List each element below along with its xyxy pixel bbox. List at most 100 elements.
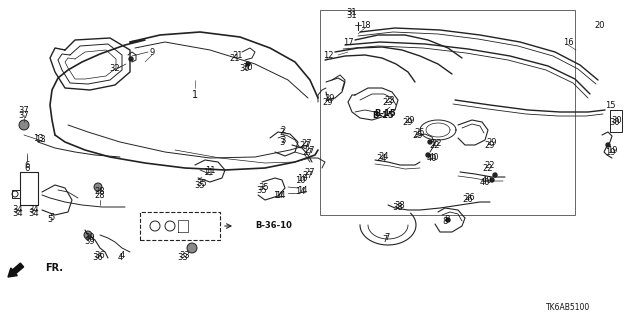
- Text: 29: 29: [484, 140, 495, 149]
- Text: 37: 37: [19, 110, 29, 119]
- Text: FR.: FR.: [45, 263, 63, 273]
- Text: 22: 22: [432, 139, 442, 148]
- Text: 26: 26: [463, 196, 474, 204]
- Circle shape: [493, 173, 497, 177]
- Text: 34: 34: [13, 205, 23, 214]
- Text: 14: 14: [295, 188, 305, 196]
- Text: 11: 11: [203, 167, 213, 177]
- Circle shape: [19, 120, 29, 130]
- Text: B-36-10: B-36-10: [255, 221, 292, 230]
- Text: 29: 29: [324, 93, 335, 102]
- Text: 25: 25: [413, 131, 423, 140]
- Text: 10: 10: [297, 173, 307, 182]
- Text: 34: 34: [29, 205, 39, 214]
- Text: 7: 7: [384, 234, 390, 243]
- Text: 9: 9: [149, 47, 155, 57]
- Text: 21: 21: [230, 53, 240, 62]
- Text: 7: 7: [382, 236, 388, 244]
- Text: 5: 5: [47, 215, 52, 225]
- Text: 27: 27: [300, 140, 310, 149]
- Text: 11: 11: [205, 165, 215, 174]
- Text: 27: 27: [301, 139, 312, 148]
- Text: 4: 4: [120, 251, 125, 260]
- Text: 25: 25: [415, 127, 425, 137]
- Text: 29: 29: [403, 117, 413, 126]
- Text: 23: 23: [383, 98, 394, 107]
- Circle shape: [606, 143, 610, 147]
- Text: 22: 22: [484, 161, 495, 170]
- Text: 17: 17: [342, 37, 353, 46]
- Bar: [140, 212, 220, 240]
- Bar: [320, 10, 575, 215]
- Text: 36: 36: [93, 253, 104, 262]
- Text: 13: 13: [33, 133, 44, 142]
- Text: 33: 33: [178, 253, 188, 262]
- Text: 33: 33: [180, 251, 190, 260]
- Text: 40: 40: [480, 178, 490, 187]
- Text: 30: 30: [612, 116, 622, 124]
- Text: 21: 21: [233, 51, 243, 60]
- Text: 39: 39: [84, 237, 95, 246]
- Text: 15: 15: [605, 100, 615, 109]
- Text: 6: 6: [24, 161, 29, 170]
- Text: 27: 27: [303, 148, 314, 156]
- Text: 5: 5: [49, 212, 54, 221]
- Text: 38: 38: [395, 201, 405, 210]
- Text: 28: 28: [95, 188, 106, 196]
- Text: 19: 19: [607, 146, 617, 155]
- Text: 30: 30: [243, 62, 253, 71]
- Text: 14: 14: [297, 186, 307, 195]
- Text: 36: 36: [95, 251, 106, 260]
- Text: 32: 32: [109, 63, 120, 73]
- Text: 31: 31: [347, 7, 357, 17]
- Text: 24: 24: [379, 151, 389, 161]
- Text: 22: 22: [429, 140, 440, 149]
- Circle shape: [428, 140, 432, 144]
- Text: 37: 37: [19, 106, 29, 115]
- Text: 8: 8: [442, 218, 448, 227]
- Text: B-15: B-15: [374, 108, 396, 117]
- Text: 30: 30: [610, 117, 620, 126]
- Text: TK6AB5100: TK6AB5100: [546, 303, 590, 312]
- Circle shape: [94, 183, 102, 191]
- Text: 3: 3: [279, 138, 285, 147]
- Text: 2: 2: [280, 125, 285, 134]
- Text: 18: 18: [360, 20, 371, 29]
- Text: 30: 30: [240, 63, 250, 73]
- Text: 23: 23: [385, 95, 396, 105]
- Text: 10: 10: [295, 175, 305, 185]
- Text: 3: 3: [280, 135, 285, 145]
- Text: 13: 13: [35, 134, 45, 143]
- Circle shape: [426, 153, 430, 157]
- Text: 6: 6: [24, 164, 29, 172]
- FancyArrow shape: [8, 263, 24, 277]
- Text: 19: 19: [605, 148, 615, 156]
- Circle shape: [84, 231, 92, 239]
- Text: 14: 14: [275, 190, 285, 199]
- Text: B-15: B-15: [372, 110, 394, 119]
- Text: 35: 35: [257, 186, 268, 195]
- Text: 22: 22: [483, 164, 493, 172]
- Text: 4: 4: [117, 253, 123, 262]
- Text: 24: 24: [377, 154, 387, 163]
- Text: 8: 8: [444, 215, 450, 225]
- Text: 28: 28: [95, 190, 106, 199]
- Text: 35: 35: [259, 182, 269, 191]
- Text: 35: 35: [195, 180, 205, 189]
- Text: 26: 26: [465, 194, 476, 203]
- Text: 29: 29: [404, 116, 415, 124]
- Text: 40: 40: [482, 175, 492, 185]
- Bar: [610, 110, 622, 132]
- Text: 39: 39: [84, 234, 95, 243]
- Circle shape: [129, 57, 133, 61]
- Text: 34: 34: [13, 209, 23, 218]
- Text: 38: 38: [392, 204, 403, 212]
- Text: 14: 14: [273, 190, 284, 199]
- Text: 27: 27: [305, 167, 316, 177]
- Text: 2: 2: [280, 127, 285, 137]
- Text: 27: 27: [305, 146, 316, 155]
- Text: 12: 12: [323, 51, 333, 60]
- Text: 27: 27: [303, 171, 314, 180]
- Circle shape: [490, 178, 494, 182]
- Text: 29: 29: [487, 138, 497, 147]
